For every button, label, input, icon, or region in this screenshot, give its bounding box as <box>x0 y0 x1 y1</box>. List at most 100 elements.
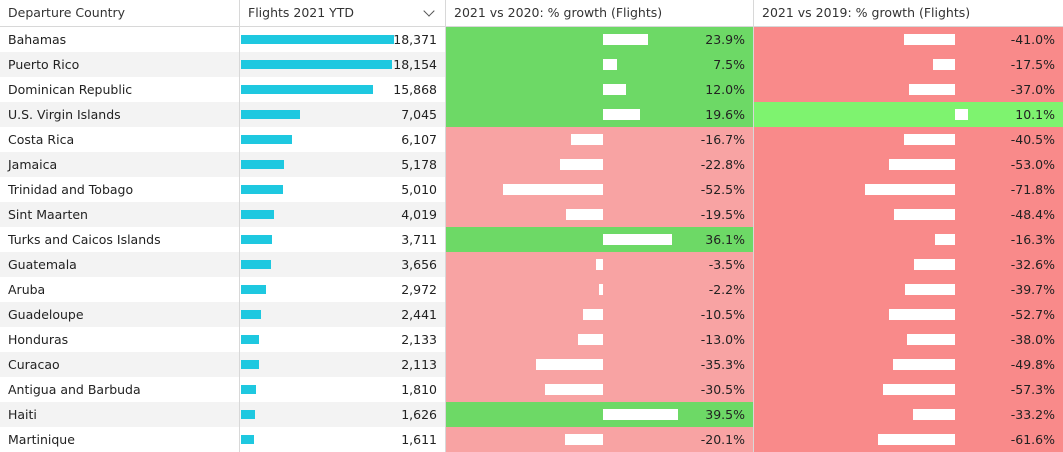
cell-departure-country: Puerto Rico <box>0 52 239 77</box>
cell-departure-country: Honduras <box>8 332 69 347</box>
table-row[interactable]: Sint Maarten 4,019 -19.5% -48.4% <box>0 202 1063 227</box>
flights-data-bar <box>241 160 284 169</box>
cell-flights-2021: 2,972 <box>239 277 445 302</box>
flights-data-bar <box>241 135 292 144</box>
growth-2020-value: -20.1% <box>700 432 745 447</box>
growth-2020-bar <box>603 34 648 45</box>
cell-flights-2021: 6,107 <box>239 127 445 152</box>
table-row[interactable]: Haiti 1,626 39.5% -33.2% <box>0 402 1063 427</box>
flights-value: 5,010 <box>401 182 437 197</box>
cell-flights-2021: 2,113 <box>239 352 445 377</box>
header-growth-2019[interactable]: 2021 vs 2019: % growth (Flights) <box>753 0 1063 26</box>
cell-growth-2019: -33.2% <box>753 402 1063 427</box>
cell-growth-2020: -52.5% <box>445 177 753 202</box>
cell-departure-country: Jamaica <box>0 152 239 177</box>
table-row[interactable]: Jamaica 5,178 -22.8% -53.0% <box>0 152 1063 177</box>
growth-2019-bar <box>955 109 968 120</box>
growth-2019-value: -49.8% <box>1010 357 1055 372</box>
growth-2019-bar <box>889 309 955 320</box>
cell-growth-2020: -19.5% <box>445 202 753 227</box>
cell-growth-2020: -2.2% <box>445 277 753 302</box>
flights-value: 6,107 <box>401 132 437 147</box>
cell-growth-2019: -16.3% <box>753 227 1063 252</box>
growth-2020-bar <box>603 109 640 120</box>
growth-2019-value: -52.7% <box>1010 307 1055 322</box>
cell-departure-country: Guatemala <box>0 252 239 277</box>
table-row[interactable]: Martinique 1,611 -20.1% -61.6% <box>0 427 1063 452</box>
flights-data-bar <box>241 410 255 419</box>
growth-2019-value: -48.4% <box>1010 207 1055 222</box>
growth-2020-bar <box>596 259 603 270</box>
header-flights-label: Flights 2021 YTD <box>248 5 355 20</box>
growth-2019-bar <box>935 234 955 245</box>
header-growth-2020[interactable]: 2021 vs 2020: % growth (Flights) <box>445 0 753 26</box>
cell-growth-2019: -52.7% <box>753 302 1063 327</box>
table-row[interactable]: Bahamas 18,371 23.9% -41.0% <box>0 27 1063 52</box>
cell-departure-country: Aruba <box>8 282 46 297</box>
table-row[interactable]: Dominican Republic 15,868 12.0% -37.0% <box>0 77 1063 102</box>
table-row[interactable]: Guadeloupe 2,441 -10.5% -52.7% <box>0 302 1063 327</box>
growth-2020-bar <box>578 334 603 345</box>
header-departure-country[interactable]: Departure Country <box>8 5 126 20</box>
cell-flights-2021: 18,371 <box>239 27 445 52</box>
table-row[interactable]: Turks and Caicos Islands 3,711 36.1% -16.3% <box>0 227 1063 252</box>
growth-2019-value: -57.3% <box>1010 382 1055 397</box>
growth-2019-bar <box>889 159 955 170</box>
growth-2019-value: -41.0% <box>1010 32 1055 47</box>
cell-growth-2019: -61.6% <box>753 427 1063 452</box>
growth-2020-value: 39.5% <box>705 407 745 422</box>
flights-data-bar <box>241 385 256 394</box>
cell-departure-country: Costa Rica <box>8 132 75 147</box>
growth-2020-bar <box>603 409 678 420</box>
cell-growth-2020: -10.5% <box>445 302 753 327</box>
growth-2020-bar <box>603 234 672 245</box>
flights-value: 5,178 <box>401 157 437 172</box>
flights-value: 1,611 <box>401 432 437 447</box>
table-row[interactable]: Curacao 2,113 -35.3% -49.8% <box>0 352 1063 377</box>
table-row[interactable]: Puerto Rico 18,154 7.5% -17.5% <box>0 52 1063 77</box>
flights-value: 7,045 <box>401 107 437 122</box>
cell-growth-2020: 39.5% <box>445 402 753 427</box>
growth-2020-value: -13.0% <box>700 332 745 347</box>
flights-data-bar <box>241 85 373 94</box>
cell-flights-2021: 3,656 <box>239 252 445 277</box>
cell-growth-2020: -16.7% <box>445 127 753 152</box>
growth-2019-bar <box>933 59 955 70</box>
growth-2020-value: -3.5% <box>708 257 745 272</box>
cell-growth-2020: -20.1% <box>445 427 753 452</box>
growth-2019-bar <box>913 409 955 420</box>
table-row[interactable]: U.S. Virgin Islands 7,045 19.6% 10.1% <box>0 102 1063 127</box>
cell-flights-2021: 15,868 <box>239 77 445 102</box>
cell-growth-2020: 36.1% <box>445 227 753 252</box>
table-row[interactable]: Antigua and Barbuda 1,810 -30.5% -57.3% <box>0 377 1063 402</box>
cell-departure-country: Haiti <box>0 402 239 427</box>
flights-data-bar <box>241 435 254 444</box>
growth-2019-bar <box>894 209 955 220</box>
table-row[interactable]: Trinidad and Tobago 5,010 -52.5% -71.8% <box>0 177 1063 202</box>
growth-2020-value: -2.2% <box>708 282 745 297</box>
chevron-down-icon[interactable] <box>423 5 435 17</box>
table-row[interactable]: Aruba 2,972 -2.2% -39.7% <box>0 277 1063 302</box>
flights-value: 3,656 <box>401 257 437 272</box>
flights-data-bar <box>241 360 259 369</box>
table-row[interactable]: Costa Rica 6,107 -16.7% -40.5% <box>0 127 1063 152</box>
cell-departure-country: Guadeloupe <box>0 302 239 327</box>
cell-growth-2019: -17.5% <box>753 52 1063 77</box>
flights-value: 3,711 <box>401 232 437 247</box>
growth-2019-bar <box>883 384 955 395</box>
cell-growth-2019: 10.1% <box>753 102 1063 127</box>
cell-departure-country: Sint Maarten <box>0 202 239 227</box>
growth-2019-value: -39.7% <box>1010 282 1055 297</box>
growth-2019-value: -32.6% <box>1010 257 1055 272</box>
cell-flights-2021: 3,711 <box>239 227 445 252</box>
table-row[interactable]: Guatemala 3,656 -3.5% -32.6% <box>0 252 1063 277</box>
cell-growth-2020: -30.5% <box>445 377 753 402</box>
flights-value: 1,626 <box>401 407 437 422</box>
cell-growth-2019: -37.0% <box>753 77 1063 102</box>
growth-2020-bar <box>503 184 603 195</box>
header-flights-2021-ytd[interactable]: Flights 2021 YTD <box>239 0 445 26</box>
table-row[interactable]: Honduras 2,133 -13.0% -38.0% <box>0 327 1063 352</box>
flights-value: 2,441 <box>401 307 437 322</box>
flights-data-bar <box>241 185 283 194</box>
